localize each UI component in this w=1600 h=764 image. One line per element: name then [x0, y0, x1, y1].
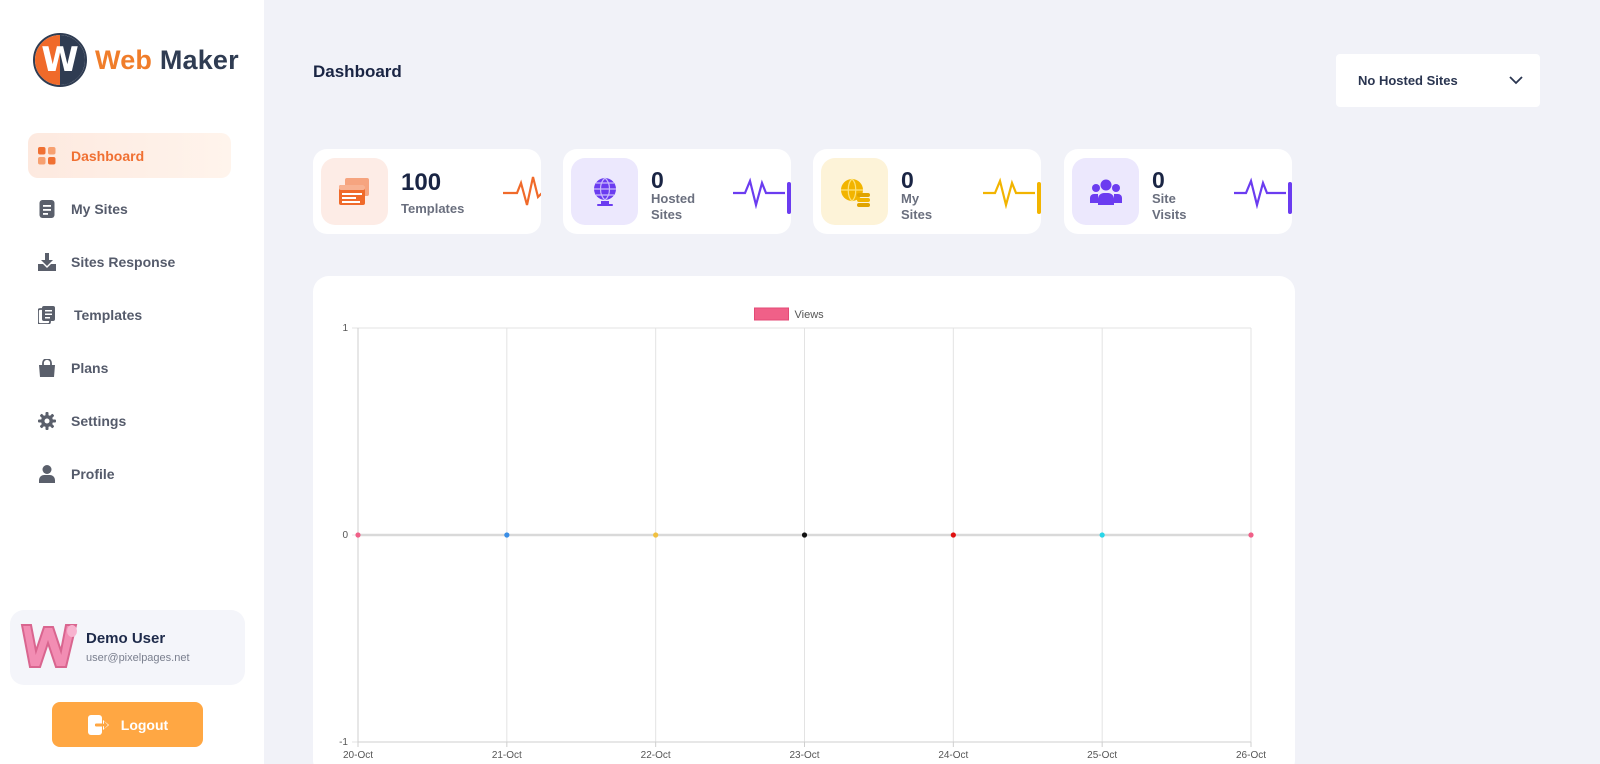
data-point — [504, 532, 510, 538]
logout-icon — [87, 714, 109, 735]
sidebar-item-label: Sites Response — [71, 253, 176, 270]
user-name: Demo User — [86, 630, 166, 647]
x-tick-label: 25-Oct — [1087, 750, 1117, 761]
y-tick-label: 1 — [342, 323, 348, 334]
gear-icon — [38, 411, 56, 430]
views-chart-card: 1 0 -1 20-Oct 21-Oct 22-Oct 23-Oct 24-Oct 25-Oct… — [313, 276, 1295, 764]
data-point — [801, 532, 808, 538]
person-icon — [38, 464, 56, 483]
x-tick-label: 23-Oct — [789, 750, 819, 761]
coins-icon — [840, 178, 870, 207]
user-card[interactable]: Demo User user@pixelpages.net — [10, 610, 245, 685]
shopping-bag-icon — [38, 358, 56, 377]
brand-name: Web Maker — [95, 45, 239, 76]
pulse-icon — [733, 177, 785, 209]
x-tick-label: 24-Oct — [938, 750, 968, 761]
pulse-icon — [1234, 177, 1286, 209]
brand-logo[interactable]: W Web Maker — [33, 33, 239, 87]
legend-swatch-views — [754, 307, 789, 321]
y-tick-label: -1 — [339, 737, 348, 748]
stat-value: 100 — [401, 169, 442, 196]
stat-card-hosted-sites[interactable]: 0 Hosted Sites — [563, 149, 791, 234]
sidebar-item-plans[interactable]: Plans — [28, 345, 231, 390]
user-email: user@pixelpages.net — [86, 652, 190, 664]
stat-label: My Sites — [901, 191, 933, 222]
x-tick-label: 21-Oct — [492, 750, 522, 761]
dashboard-grid-icon — [38, 146, 56, 165]
pulse-icon — [503, 176, 541, 206]
users-group-icon — [1089, 179, 1122, 205]
stat-accent-bar — [1037, 182, 1041, 214]
stat-card-site-visits[interactable]: 0 Site Visits — [1064, 149, 1292, 234]
logout-label: Logout — [120, 716, 169, 733]
sidebar-item-settings[interactable]: Settings — [28, 398, 231, 443]
x-tick-label: 26-Oct — [1236, 750, 1266, 761]
hosted-site-select[interactable]: No Hosted Sites — [1336, 54, 1540, 107]
y-tick-label: 0 — [342, 530, 348, 541]
pulse-icon — [983, 177, 1035, 209]
sidebar-item-label: Dashboard — [71, 147, 145, 164]
stat-accent-bar — [1288, 182, 1292, 214]
sidebar-item-dashboard[interactable]: Dashboard — [28, 133, 231, 178]
stat-icon-box — [821, 158, 888, 225]
stat-card-my-sites[interactable]: 0 My Sites — [813, 149, 1041, 234]
stat-value: 0 — [1152, 167, 1165, 193]
stat-label: Hosted Sites — [651, 191, 696, 222]
sidebar-item-profile[interactable]: Profile — [28, 451, 231, 496]
stat-icon-box — [1072, 158, 1139, 225]
data-point — [950, 532, 956, 538]
avatar — [20, 624, 78, 668]
chevron-down-icon — [1509, 76, 1523, 85]
views-line-chart: 1 0 -1 20-Oct 21-Oct 22-Oct 23-Oct 24-Oct 25-Oct… — [339, 307, 1266, 761]
stat-card-templates[interactable]: 100 Templates — [313, 149, 541, 234]
data-point — [653, 532, 659, 538]
browser-windows-icon — [338, 177, 369, 205]
site-select-value: No Hosted Sites — [1358, 73, 1458, 88]
page-title: Dashboard — [313, 62, 402, 81]
stat-label: Templates — [401, 201, 465, 216]
stat-icon-box — [321, 158, 388, 225]
sidebar-item-label: Profile — [71, 465, 115, 482]
sidebar-item-sites-response[interactable]: Sites Response — [28, 239, 231, 284]
legend-label-views: Views — [795, 309, 825, 321]
sidebar: W Web Maker Dashboard My Sites Sites Res… — [0, 0, 264, 764]
document-icon — [38, 199, 56, 218]
brand-name-maker: Maker — [159, 44, 239, 75]
stat-label: Site Visits — [1152, 191, 1187, 222]
stat-value: 0 — [901, 167, 914, 193]
x-tick-label: 20-Oct — [343, 750, 373, 761]
logout-button[interactable]: Logout — [52, 702, 203, 747]
sidebar-item-label: Templates — [74, 306, 143, 323]
sidebar-item-label: My Sites — [71, 200, 128, 217]
stat-accent-bar — [787, 182, 791, 214]
brand-name-web: Web — [95, 44, 153, 75]
data-point — [1248, 532, 1254, 538]
data-point — [1099, 532, 1105, 538]
data-point — [355, 532, 361, 538]
stat-value: 0 — [651, 167, 664, 193]
globe-monitor-icon — [593, 177, 616, 206]
sidebar-item-label: Settings — [71, 412, 127, 429]
sidebar-item-my-sites[interactable]: My Sites — [28, 186, 231, 231]
x-tick-label: 22-Oct — [641, 750, 671, 761]
sidebar-item-templates[interactable]: Templates — [28, 292, 231, 337]
sidebar-nav: Dashboard My Sites Sites Response Templa… — [28, 133, 231, 504]
pages-icon — [38, 305, 56, 324]
stat-icon-box — [571, 158, 638, 225]
sidebar-item-label: Plans — [71, 359, 109, 376]
download-tray-icon — [38, 252, 56, 271]
logo-icon: W — [33, 33, 87, 87]
